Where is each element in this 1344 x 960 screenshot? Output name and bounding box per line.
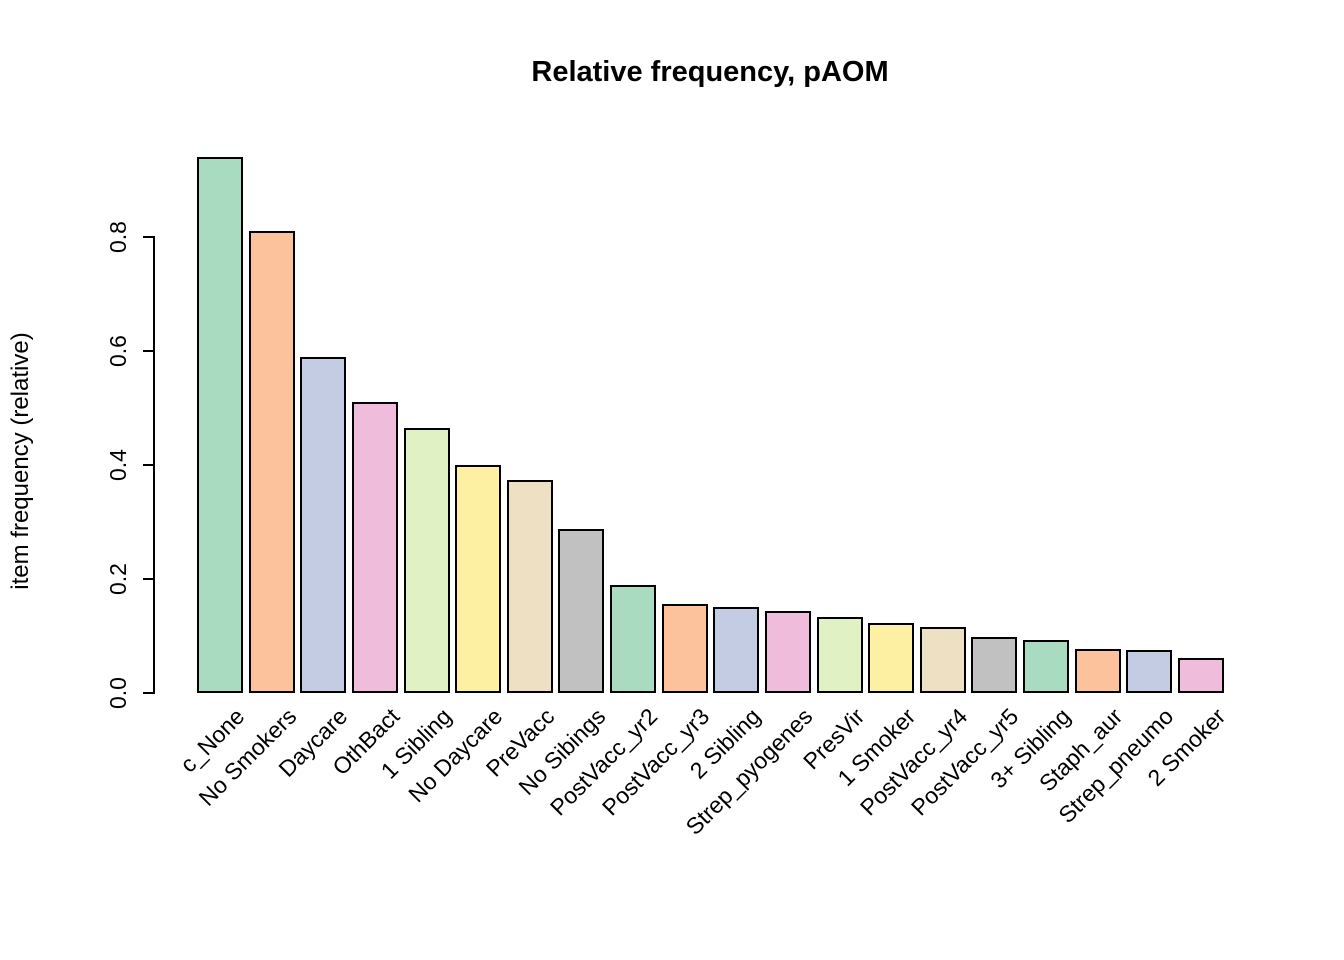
y-axis-tick-label: 0.0 xyxy=(104,677,131,709)
y-axis-tick-label: 0.2 xyxy=(104,563,131,595)
bar-othbact xyxy=(352,402,398,693)
bar-no-daycare xyxy=(455,465,501,693)
y-axis-line xyxy=(153,236,155,694)
y-axis-tick xyxy=(143,578,153,580)
bar-2-sibling xyxy=(713,607,759,693)
y-axis-tick-label: 0.8 xyxy=(104,221,131,253)
bar-1-sibling xyxy=(404,428,450,693)
bar-no-sibings xyxy=(558,529,604,693)
bar-strep-pneumo xyxy=(1126,650,1172,693)
y-axis-tick xyxy=(143,236,153,238)
bar-c-none xyxy=(197,157,243,693)
y-axis-tick-label: 0.4 xyxy=(104,449,131,481)
bar-prevacc xyxy=(507,480,553,693)
y-axis-tick xyxy=(143,464,153,466)
bar-no-smokers xyxy=(249,231,295,693)
chart-title: Relative frequency, pAOM xyxy=(531,56,889,88)
bar-postvacc-yr5 xyxy=(971,637,1017,693)
bar-staph-aur xyxy=(1075,649,1121,693)
bar-postvacc-yr3 xyxy=(662,604,708,693)
y-axis-label: item frequency (relative) xyxy=(7,332,34,590)
y-axis-tick xyxy=(143,692,153,694)
bar-daycare xyxy=(300,357,346,693)
bar-presvir xyxy=(817,617,863,693)
bar-3-sibling xyxy=(1023,640,1069,693)
bar-strep-pyogenes xyxy=(765,611,811,693)
bar-2-smoker xyxy=(1178,658,1224,693)
bar-1-smoker xyxy=(868,623,914,693)
bar-postvacc-yr4 xyxy=(920,627,966,693)
y-axis-tick xyxy=(143,350,153,352)
y-axis-tick-label: 0.6 xyxy=(104,335,131,367)
bar-postvacc-yr2 xyxy=(610,585,656,693)
